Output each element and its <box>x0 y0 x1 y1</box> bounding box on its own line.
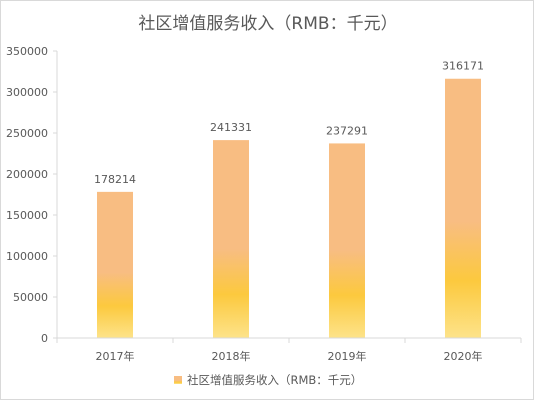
x-axis: 2017年 2018年 2019年 2020年 <box>56 337 522 363</box>
y-tick-label: 250000 <box>6 127 48 140</box>
y-tick-label: 300000 <box>6 86 48 99</box>
bar <box>213 140 249 338</box>
data-label: 237291 <box>326 124 368 137</box>
x-tick-label: 2019年 <box>328 349 367 363</box>
chart-title: 社区增值服务收入（RMB：千元） <box>138 14 397 34</box>
data-label: 316171 <box>442 60 484 73</box>
x-tick-label: 2020年 <box>444 349 483 363</box>
legend-swatch <box>174 376 182 384</box>
bar <box>329 143 365 338</box>
bar <box>97 191 133 338</box>
bar <box>445 78 481 338</box>
y-tick-label: 0 <box>41 332 48 345</box>
y-tick-label: 350000 <box>6 45 48 58</box>
x-tick-label: 2018年 <box>212 349 251 363</box>
bars-group: 178214 241331 237291 316171 <box>94 60 484 338</box>
legend-label: 社区增值服务收入（RMB：千元） <box>187 373 362 387</box>
x-tick-label: 2017年 <box>96 349 135 363</box>
y-tick-label: 200000 <box>6 168 48 181</box>
y-tick-label: 100000 <box>6 250 48 263</box>
y-tick-label: 150000 <box>6 209 48 222</box>
data-label: 178214 <box>94 173 136 186</box>
data-label: 241331 <box>210 121 252 134</box>
y-axis: 0 50000 100000 150000 200000 250000 300000 3500… <box>6 45 58 345</box>
y-tick-label: 50000 <box>13 291 48 304</box>
legend: 社区增值服务收入（RMB：千元） <box>174 373 362 387</box>
